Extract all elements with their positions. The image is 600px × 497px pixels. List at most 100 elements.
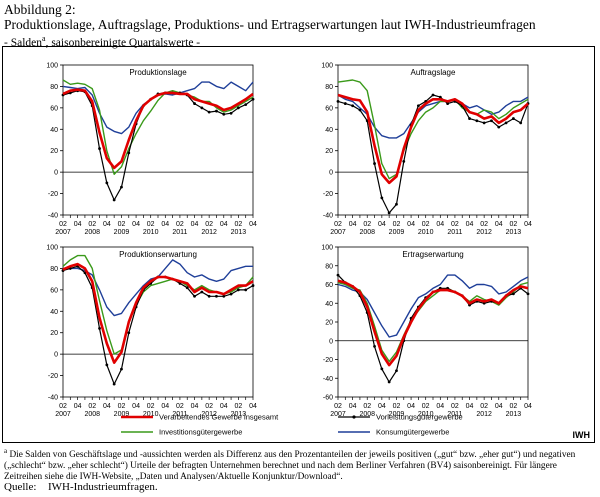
x-tick-label: 02: [147, 403, 155, 410]
series-point-vorleistung: [526, 292, 530, 296]
series-point-vorleistung: [373, 162, 376, 165]
series-point-vorleistung: [511, 292, 515, 296]
x-year-label: 2013: [506, 411, 522, 418]
x-tick-label: 02: [509, 221, 517, 228]
y-tick-label: 20: [325, 148, 333, 155]
x-tick-label: 02: [334, 221, 342, 228]
x-year-label: 2013: [231, 229, 247, 236]
series-point-vorleistung: [482, 121, 486, 125]
source-text: IWH-Industrieumfragen.: [48, 481, 158, 493]
y-tick-label: 20: [50, 330, 58, 337]
series-point-vorleistung: [395, 202, 398, 206]
y-tick-label: -20: [323, 191, 333, 198]
x-year-label: 2008: [84, 229, 100, 236]
x-year-label: 2011: [172, 411, 187, 418]
x-tick-label: 02: [480, 403, 488, 410]
x-tick-label: 04: [74, 403, 82, 410]
series-point-vorleistung: [431, 93, 435, 97]
x-year-label: 2013: [506, 229, 522, 236]
x-tick-label: 04: [103, 221, 111, 228]
series-point-vorleistung: [207, 110, 211, 114]
x-tick-label: 04: [466, 403, 474, 410]
series-point-vorleistung: [193, 102, 196, 105]
x-year-label: 2012: [201, 411, 217, 418]
figure-subtitle: - Saldena, saisonbereinigte Quartalswert…: [4, 32, 596, 50]
x-year-label: 2010: [418, 229, 434, 236]
y-tick-label: 60: [325, 282, 333, 289]
series-point-vorleistung: [222, 112, 226, 116]
legend: Verarbeitendes Gewerbe insgesamt Vorleist…: [121, 413, 463, 437]
x-tick-label: 04: [191, 221, 199, 228]
y-tick-label: -40: [48, 213, 58, 220]
x-tick-label: 02: [205, 221, 213, 228]
x-year-label: 2011: [172, 229, 187, 236]
y-tick-label: 60: [50, 105, 58, 112]
series-point-vorleistung: [236, 106, 240, 110]
y-tick-label: 100: [46, 63, 58, 70]
x-tick-label: 04: [436, 403, 444, 410]
footnote: a Die Salden von Geschäftslage und -auss…: [4, 446, 596, 482]
series-point-vorleistung: [504, 121, 508, 125]
y-tick-label: 40: [50, 309, 58, 316]
legend-label-investition: Investitionsgütergewerbe: [159, 428, 242, 437]
x-tick-label: 04: [349, 221, 357, 228]
x-tick-label: 04: [378, 221, 386, 228]
footnote-text: Die Salden von Geschäftslage und -aussic…: [4, 450, 576, 482]
x-year-label: 2012: [476, 411, 492, 418]
series-point-vorleistung: [120, 367, 123, 371]
series-point-vorleistung: [112, 382, 116, 386]
x-tick-label: 02: [334, 403, 342, 410]
x-tick-label: 04: [495, 403, 503, 410]
series-point-vorleistung: [98, 327, 101, 330]
x-tick-label: 02: [234, 403, 242, 410]
x-year-label: 2012: [201, 229, 217, 236]
x-tick-label: 04: [495, 221, 503, 228]
x-tick-label: 02: [451, 221, 459, 228]
x-tick-label: 04: [220, 221, 228, 228]
plot-border: [62, 246, 254, 398]
x-tick-label: 02: [363, 403, 371, 410]
x-year-label: 2009: [389, 229, 405, 236]
legend-label-konsum: Konsumgütergewerbe: [376, 428, 449, 437]
legend-marker-vorleistung: [352, 415, 356, 419]
y-tick-label: 0: [329, 338, 333, 345]
series-line-verarbeitend: [337, 93, 529, 185]
series-point-vorleistung: [402, 160, 406, 163]
x-tick-label: 04: [74, 221, 82, 228]
panel-title: Auftragslage: [411, 68, 456, 77]
y-tick-label: 40: [325, 127, 333, 134]
x-tick-label: 02: [363, 221, 371, 228]
legend-label-verarbeitend: Verarbeitendes Gewerbe insgesamt: [159, 413, 279, 422]
series-point-vorleistung: [395, 369, 398, 373]
footnote-marker: a: [4, 447, 8, 455]
series-point-vorleistung: [251, 284, 255, 287]
x-tick-label: 04: [161, 221, 169, 228]
figure-title: Produktionslage, Auftragslage, Produktio…: [4, 17, 536, 32]
x-year-label: 2007: [330, 229, 346, 236]
series-point-vorleistung: [200, 106, 204, 110]
series-point-vorleistung: [416, 104, 420, 108]
x-tick-label: 02: [393, 221, 401, 228]
series-point-vorleistung: [380, 196, 384, 200]
x-tick-label: 04: [524, 221, 532, 228]
series-point-vorleistung: [105, 363, 109, 367]
y-tick-label: 0: [54, 170, 58, 177]
series-line-verarbeitend: [62, 262, 254, 365]
x-tick-label: 02: [234, 221, 242, 228]
subtitle-sup: a: [42, 34, 46, 43]
series-line-investition: [62, 254, 254, 355]
x-year-label: 2013: [231, 411, 247, 418]
series-point-vorleistung: [215, 109, 218, 113]
series-point-vorleistung: [511, 117, 515, 120]
series-point-vorleistung: [490, 119, 493, 123]
legend-label-vorleistung: Vorleistungsgütergewerbe: [376, 413, 463, 422]
x-tick-label: 04: [249, 221, 257, 228]
x-tick-label: 04: [524, 403, 532, 410]
x-year-label: 2012: [476, 229, 492, 236]
x-tick-label: 04: [466, 221, 474, 228]
figure-header: Abbildung 2: Produktionslage, Auftragsla…: [4, 2, 596, 50]
